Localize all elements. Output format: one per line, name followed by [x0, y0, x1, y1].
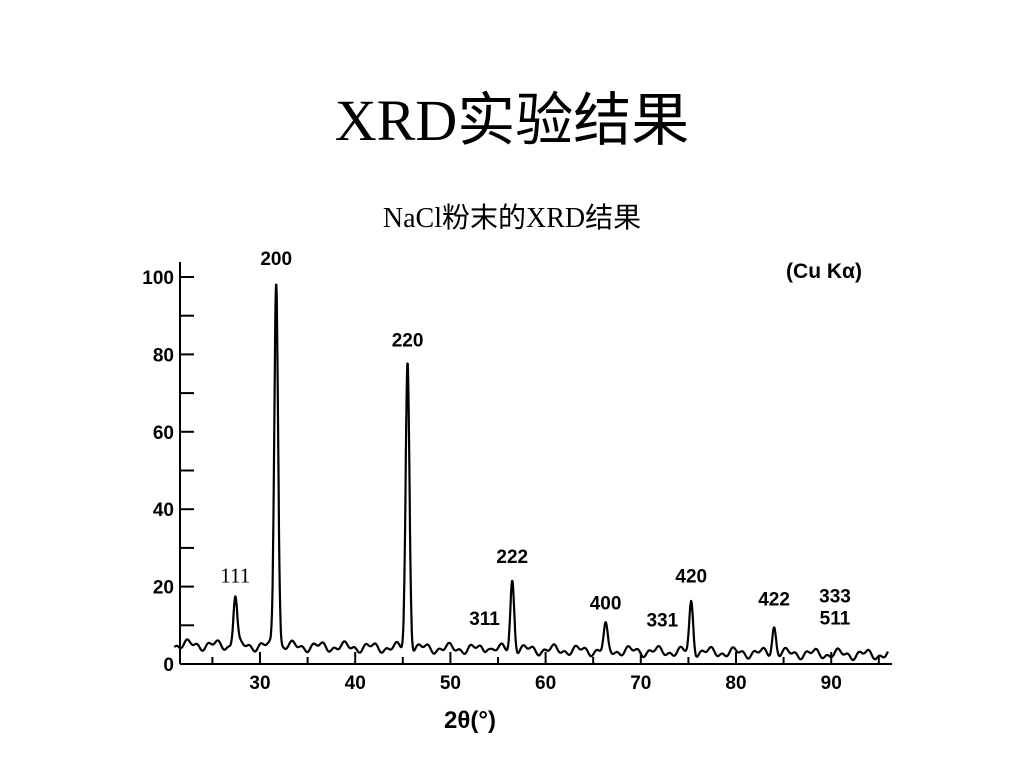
peak-labels: 111 200 220 311 222 400 331 420 422 333 511: [220, 249, 851, 632]
peak-label-400: 400: [590, 593, 622, 614]
x-tick-label: 50: [440, 673, 461, 694]
y-ticks: 0 20 40 60 80 100: [142, 268, 194, 676]
y-tick-label: 80: [153, 345, 174, 366]
peak-label-420: 420: [675, 566, 707, 587]
y-tick-label: 100: [142, 268, 174, 289]
peak-label-220: 220: [392, 330, 424, 351]
slide-subtitle: NaCl粉末的XRD结果: [382, 203, 642, 234]
y-tick-label: 0: [163, 655, 174, 676]
y-tick-label: 40: [153, 500, 174, 521]
peak-label-333-511: 333 511: [819, 586, 851, 629]
diffraction-pattern-line: [173, 283, 889, 662]
x-tick-label: 90: [821, 673, 842, 694]
x-tick-label: 80: [725, 673, 746, 694]
peak-label-422: 422: [758, 590, 790, 611]
peak-label-311: 311: [469, 609, 500, 630]
slide-title: XRD实验结果: [334, 88, 690, 153]
peak-label-200: 200: [260, 249, 292, 270]
x-tick-label: 30: [249, 673, 270, 694]
peak-label-222: 222: [496, 547, 528, 568]
radiation-annotation: (Cu Kα): [786, 260, 862, 283]
x-tick-label: 40: [345, 673, 366, 694]
x-ticks: 30 40 50 60 70 80 90: [211, 652, 880, 694]
peak-label-111: 111: [220, 563, 250, 587]
y-tick-label: 60: [153, 423, 174, 444]
x-tick-label: 60: [535, 673, 556, 694]
y-tick-label: 20: [153, 578, 174, 599]
chart-axes: [179, 262, 892, 665]
x-axis-title: 2θ(°): [444, 707, 496, 734]
x-tick-label: 70: [630, 673, 651, 694]
peak-label-331: 331: [646, 611, 678, 632]
